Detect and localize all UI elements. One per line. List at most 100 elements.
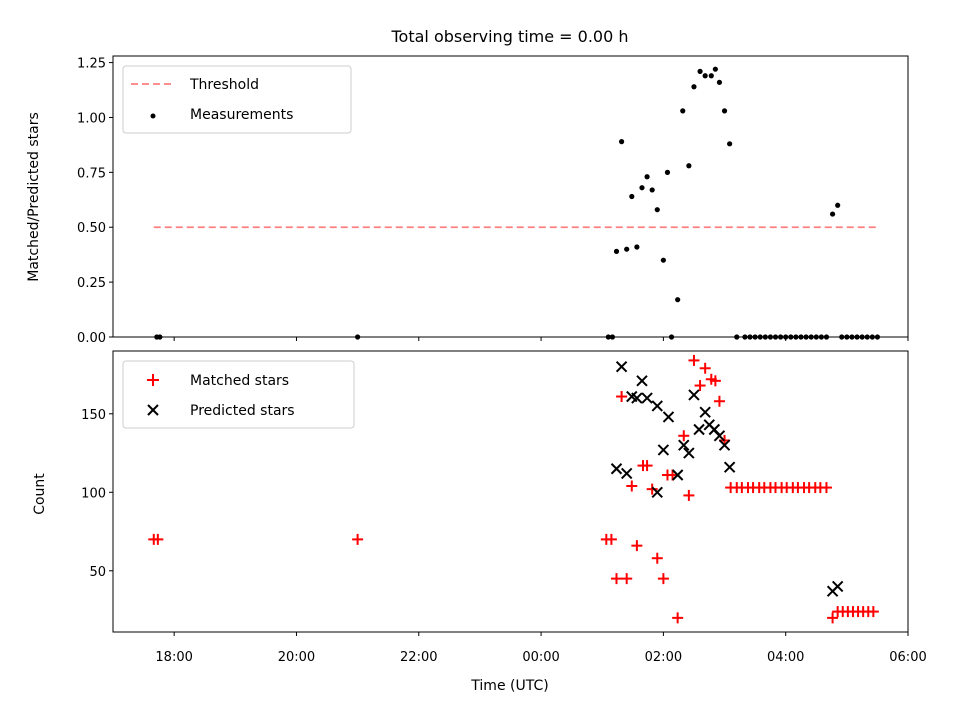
bottom-y-axis-label: Count — [32, 473, 48, 515]
measurement-point — [686, 163, 692, 169]
matched-star-marker — [152, 533, 164, 545]
matched-star-marker — [694, 380, 706, 392]
measurement-point — [702, 73, 708, 79]
top-y-axis-label: Matched/Predicted stars — [26, 112, 42, 282]
predicted-star-marker — [651, 486, 663, 498]
matched-stars-series — [148, 354, 879, 624]
legend-matched-swatch — [147, 374, 159, 386]
predicted-star-marker — [713, 430, 726, 442]
matched-star-marker — [820, 482, 832, 494]
legend-predicted-label: Predicted stars — [190, 403, 295, 419]
matched-star-marker — [699, 362, 711, 374]
predicted-star-marker — [641, 392, 653, 404]
measurement-point — [618, 139, 625, 145]
predicted-star-marker — [683, 447, 695, 459]
measurement-point — [644, 174, 650, 180]
top-y-tick-label: 0.25 — [77, 276, 106, 291]
x-tick-label: 06:00 — [889, 650, 926, 665]
measurement-point — [716, 79, 723, 85]
top-x-ticks — [173, 337, 909, 341]
measurement-point — [835, 202, 841, 208]
predicted-star-marker — [723, 461, 736, 473]
matched-star-marker — [641, 460, 653, 472]
matched-star-marker — [688, 354, 700, 366]
predicted-star-marker — [678, 439, 690, 451]
x-tick-label: 00:00 — [522, 650, 559, 665]
measurement-point — [634, 244, 640, 250]
top-y-tick-label: 1.25 — [77, 57, 106, 72]
top-y-tick-label: 1.00 — [77, 111, 106, 126]
measurement-point — [624, 246, 630, 252]
top-y-tick-label: 0.50 — [77, 221, 106, 236]
matched-star-marker — [352, 533, 364, 545]
bottom-y-tick-label: 100 — [81, 486, 106, 501]
x-tick-label: 22:00 — [400, 650, 437, 665]
measurement-point — [712, 66, 718, 72]
bottom-y-axis: 50 100 150 — [81, 408, 113, 580]
matched-star-marker — [672, 612, 684, 624]
predicted-star-marker — [610, 463, 623, 475]
x-tick-label: 18:00 — [155, 650, 192, 665]
predicted-star-marker — [699, 406, 711, 418]
measurement-point — [829, 211, 836, 217]
measurement-point — [613, 248, 620, 254]
matched-star-marker — [667, 469, 679, 481]
matched-star-marker — [621, 573, 633, 585]
bottom-y-tick-label: 50 — [89, 565, 106, 580]
measurement-point — [639, 185, 645, 191]
top-panel: Total observing time = 0.00 h 0.000.250.… — [26, 27, 909, 346]
matched-star-marker — [709, 375, 721, 387]
x-tick-label: 02:00 — [645, 650, 682, 665]
top-legend: Threshold Measurements — [122, 65, 352, 134]
measurement-point — [691, 84, 697, 90]
matched-star-marker — [678, 430, 690, 442]
matched-star-marker — [605, 533, 617, 545]
predicted-star-marker — [671, 469, 684, 481]
measurement-point — [664, 169, 671, 175]
bottom-y-tick-label: 150 — [81, 408, 106, 423]
chart-title: Total observing time = 0.00 h — [390, 27, 628, 46]
matched-star-marker — [616, 391, 628, 403]
measurement-point — [675, 297, 681, 303]
predicted-star-marker — [693, 423, 705, 436]
matched-star-marker — [827, 612, 839, 624]
measurement-point — [721, 108, 728, 114]
predicted-star-marker — [631, 392, 643, 404]
top-y-tick-label: 0.00 — [77, 331, 106, 346]
matched-star-marker — [657, 573, 669, 585]
measurement-point — [697, 68, 703, 74]
matched-star-marker — [683, 489, 695, 501]
measurement-point — [727, 141, 733, 147]
legend-measurements-label: Measurements — [190, 107, 293, 123]
predicted-star-marker — [662, 411, 675, 423]
predicted-star-marker — [651, 400, 663, 412]
matched-star-marker — [867, 606, 879, 618]
predicted-star-marker — [718, 439, 731, 451]
predicted-star-marker — [615, 360, 628, 373]
matched-star-marker — [713, 395, 725, 407]
legend-threshold-label: Threshold — [189, 77, 259, 93]
measurements-series — [154, 66, 881, 340]
measurement-point — [660, 257, 666, 263]
legend-predicted-swatch — [147, 404, 159, 416]
legend-measurements-swatch — [150, 113, 156, 119]
measurement-point — [649, 187, 655, 193]
measurement-point — [680, 108, 686, 114]
measurement-point — [708, 73, 714, 79]
predicted-star-marker — [620, 467, 633, 480]
bottom-legend: Matched stars Predicted stars — [122, 360, 355, 429]
x-tick-label: 04:00 — [767, 650, 804, 665]
predicted-star-marker — [657, 444, 670, 456]
top-y-tick-label: 0.75 — [77, 166, 106, 181]
legend-matched-label: Matched stars — [190, 373, 289, 389]
x-tick-label: 20:00 — [278, 650, 315, 665]
bottom-x-axis: 18:00 20:00 22:00 00:00 02:00 04:00 06:00 — [155, 632, 927, 665]
matched-star-marker — [626, 480, 638, 492]
predicted-stars-series — [610, 360, 844, 597]
x-axis-label: Time (UTC) — [470, 678, 548, 694]
matched-star-marker — [651, 552, 663, 564]
predicted-star-marker — [636, 375, 648, 387]
measurement-point — [654, 207, 660, 213]
top-y-axis: 0.00 0.25 0.50 0.75 1.00 1.25 — [77, 57, 113, 346]
